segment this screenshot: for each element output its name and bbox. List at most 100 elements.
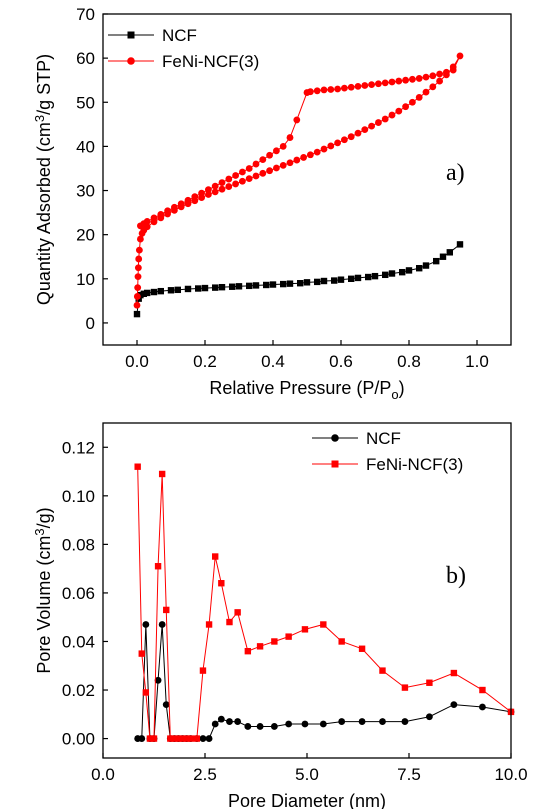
data-point: [138, 650, 145, 657]
data-point: [285, 720, 293, 728]
data-point: [252, 160, 260, 168]
y-axis-label-a: Quantity Adsorbed (cm3/g STP): [32, 54, 54, 305]
series-line: [137, 466, 512, 740]
data-point: [331, 277, 338, 284]
data-point: [157, 287, 164, 295]
data-point: [314, 278, 321, 286]
data-point: [269, 281, 277, 288]
data-point: [218, 283, 226, 291]
data-point: [300, 154, 307, 161]
data-point: [381, 79, 389, 87]
data-point: [245, 175, 253, 183]
plot-a-frame: [102, 13, 512, 346]
data-point: [401, 684, 409, 691]
data-point: [354, 82, 362, 90]
data-point: [347, 83, 355, 91]
data-point: [239, 177, 246, 185]
y-tick-label: 0.04: [62, 632, 95, 651]
data-point: [416, 265, 423, 272]
data-point: [436, 77, 443, 85]
x-tick-label: 0.8: [397, 352, 421, 371]
data-point: [162, 701, 170, 708]
data-point: [142, 689, 150, 696]
data-point: [354, 274, 362, 282]
x-tick-label: 0.0: [91, 765, 115, 784]
data-point: [137, 222, 144, 230]
legend-label: FeNi-NCF(3): [366, 455, 463, 474]
data-point: [201, 284, 209, 292]
data-point: [179, 735, 186, 742]
y-tick-label: 0: [86, 314, 95, 333]
data-point: [212, 284, 219, 291]
data-point: [319, 720, 327, 728]
data-point: [303, 279, 311, 286]
data-point: [171, 203, 178, 211]
x-axis-label-a: Relative Pressure (P/Po): [209, 378, 404, 402]
data-point: [365, 273, 372, 281]
adsorption-isotherm-chart: 0.0 0.2 0.4 0.6 0.8 1.0 0 10 20 30 40 50 60 70 a) NCF…: [32, 5, 512, 402]
data-point: [279, 161, 287, 169]
data-point: [134, 273, 142, 280]
data-point: [479, 686, 486, 694]
data-point: [239, 168, 246, 176]
data-point: [422, 73, 430, 81]
data-point: [338, 718, 346, 725]
data-point: [244, 723, 252, 730]
data-point: [187, 735, 194, 742]
data-point: [199, 667, 207, 674]
data-point: [449, 66, 457, 74]
data-point: [193, 735, 201, 742]
data-point: [409, 75, 416, 83]
data-point: [244, 647, 252, 655]
data-point: [361, 126, 369, 134]
data-point: [174, 286, 181, 294]
data-point: [211, 188, 219, 196]
data-point: [167, 287, 175, 294]
data-point: [205, 191, 212, 198]
data-point: [368, 81, 375, 89]
legend-a: NCF FeNi-NCF(3): [108, 26, 259, 71]
data-point: [133, 310, 141, 318]
data-point: [358, 718, 366, 725]
data-point: [218, 185, 226, 193]
y-tick-label: 20: [76, 226, 95, 245]
y-tick-label: 50: [76, 93, 95, 112]
data-point: [184, 285, 192, 293]
data-point: [135, 255, 143, 263]
data-point: [429, 72, 437, 80]
data-point: [263, 281, 270, 289]
data-point: [450, 701, 458, 708]
data-point: [226, 718, 233, 725]
legend-label: FeNi-NCF(3): [162, 52, 259, 71]
y-tick-label: 0.12: [62, 438, 95, 457]
data-point: [211, 720, 219, 728]
data-point: [301, 720, 309, 728]
data-point: [479, 703, 486, 711]
data-point: [183, 735, 190, 742]
data-point: [146, 735, 154, 742]
data-point: [163, 606, 170, 614]
data-point: [271, 638, 278, 645]
data-point: [150, 214, 158, 222]
x-tick-label: 1.0: [465, 352, 489, 371]
data-point: [285, 633, 292, 640]
panel-label-b: b): [446, 563, 466, 589]
data-point: [234, 718, 242, 725]
legend-marker: [331, 434, 339, 442]
legend-b: NCF FeNi-NCF(3): [312, 429, 463, 474]
pore-size-distribution-chart: 0.0 2.5 5.0 7.5 10.0 0.00 0.02 0.04 0.06 0.08 0.10…: [32, 422, 528, 809]
data-point: [154, 676, 162, 684]
y-tick-label: 0.08: [62, 535, 95, 554]
x-tick-label: 10.0: [494, 765, 527, 784]
data-point: [436, 70, 443, 78]
data-point: [286, 134, 294, 141]
data-point: [402, 76, 409, 84]
data-point: [252, 172, 260, 180]
data-point: [154, 563, 162, 570]
data-point: [375, 119, 382, 126]
data-point: [341, 84, 348, 92]
data-point: [347, 133, 355, 141]
panel-label-a: a): [446, 160, 465, 186]
data-point: [232, 172, 240, 179]
data-point: [320, 86, 328, 94]
